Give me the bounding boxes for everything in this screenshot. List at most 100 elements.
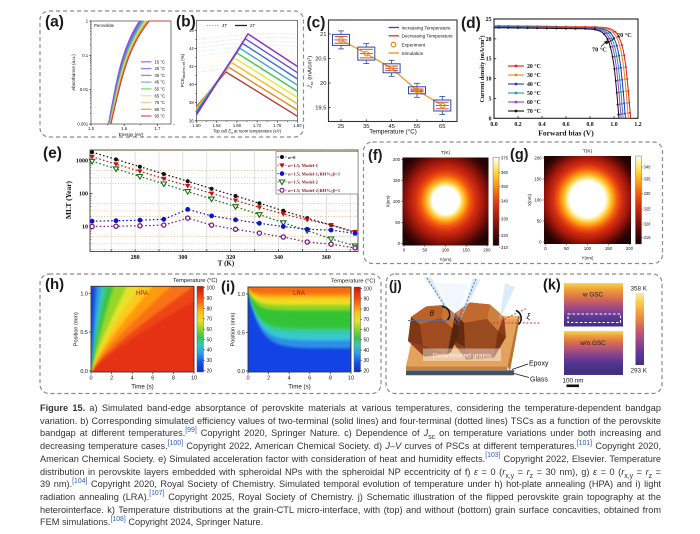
svg-text:0: 0 bbox=[489, 116, 492, 122]
svg-text:20: 20 bbox=[364, 368, 370, 374]
svg-text:X(nm): X(nm) bbox=[527, 193, 532, 205]
svg-text:30 °C: 30 °C bbox=[527, 72, 541, 79]
svg-text:280: 280 bbox=[131, 255, 140, 261]
svg-text:36: 36 bbox=[189, 118, 194, 123]
svg-text:1.80: 1.80 bbox=[293, 123, 302, 128]
svg-text:(e): (e) bbox=[43, 145, 62, 162]
svg-text:0.01: 0.01 bbox=[80, 87, 89, 92]
svg-text:α=0: α=0 bbox=[288, 155, 296, 160]
svg-text:1.0: 1.0 bbox=[610, 122, 617, 128]
svg-text:315: 315 bbox=[644, 235, 652, 240]
svg-text:40: 40 bbox=[189, 82, 194, 87]
svg-text:358 K: 358 K bbox=[631, 286, 648, 293]
svg-text:340: 340 bbox=[501, 199, 509, 204]
svg-text:55: 55 bbox=[414, 124, 420, 130]
svg-text:320: 320 bbox=[226, 255, 235, 261]
svg-text:90: 90 bbox=[207, 296, 213, 302]
svg-text:0.5: 0.5 bbox=[80, 330, 88, 336]
svg-text:50: 50 bbox=[564, 246, 569, 251]
svg-text:50: 50 bbox=[364, 338, 370, 344]
svg-text:0: 0 bbox=[544, 246, 547, 251]
svg-text:(h): (h) bbox=[45, 276, 64, 293]
svg-text:100: 100 bbox=[442, 248, 450, 253]
svg-text:25: 25 bbox=[338, 124, 344, 130]
svg-text:Energy (eV): Energy (eV) bbox=[119, 132, 144, 137]
svg-text:(j): (j) bbox=[389, 278, 402, 293]
svg-text:1.60: 1.60 bbox=[192, 123, 201, 128]
svg-text:65 °C: 65 °C bbox=[155, 93, 166, 98]
svg-text:45: 45 bbox=[388, 124, 394, 130]
svg-text:320: 320 bbox=[644, 222, 652, 227]
svg-text:Forward bias (V): Forward bias (V) bbox=[538, 129, 594, 138]
svg-text:85 °C: 85 °C bbox=[155, 107, 166, 112]
svg-text:375: 375 bbox=[501, 156, 509, 161]
svg-text:42: 42 bbox=[189, 64, 194, 69]
svg-text:10: 10 bbox=[348, 376, 354, 382]
svg-text:8: 8 bbox=[329, 376, 332, 382]
svg-text:35: 35 bbox=[363, 124, 369, 130]
svg-text:320: 320 bbox=[501, 233, 509, 238]
svg-text:25: 25 bbox=[486, 17, 492, 23]
svg-text:360: 360 bbox=[322, 255, 331, 261]
svg-text:Position (mm): Position (mm) bbox=[74, 312, 80, 346]
svg-text:Y(nm): Y(nm) bbox=[582, 256, 594, 261]
svg-text:20 °C: 20 °C bbox=[617, 32, 632, 39]
svg-text:α=1.5; Model-1;RH%;β=3: α=1.5; Model-1;RH%;β=3 bbox=[288, 171, 341, 176]
svg-text:15: 15 bbox=[486, 57, 492, 63]
svg-text:325: 325 bbox=[644, 207, 652, 212]
svg-text:200: 200 bbox=[626, 246, 634, 251]
svg-text:293 K: 293 K bbox=[631, 368, 648, 375]
svg-text:1000: 1000 bbox=[76, 159, 88, 165]
svg-text:330: 330 bbox=[501, 217, 509, 222]
svg-text:35 °C: 35 °C bbox=[155, 73, 166, 78]
svg-text:310: 310 bbox=[501, 245, 509, 250]
svg-text:340: 340 bbox=[274, 255, 283, 261]
svg-text:4: 4 bbox=[131, 376, 134, 382]
svg-text:α=1.5; Model-2: α=1.5; Model-2 bbox=[288, 180, 319, 185]
svg-text:75 °C: 75 °C bbox=[155, 100, 166, 105]
svg-text:50: 50 bbox=[395, 220, 400, 225]
svg-text:70 °C: 70 °C bbox=[592, 47, 607, 54]
svg-text:(k): (k) bbox=[543, 278, 561, 294]
svg-text:200: 200 bbox=[534, 156, 542, 161]
svg-text:19.5: 19.5 bbox=[315, 106, 326, 112]
svg-text:0.6: 0.6 bbox=[562, 122, 569, 128]
svg-text:200: 200 bbox=[393, 157, 401, 162]
svg-text:46: 46 bbox=[189, 28, 194, 33]
svg-text:1.68: 1.68 bbox=[233, 123, 242, 128]
svg-text:8: 8 bbox=[172, 376, 175, 382]
svg-text:1.76: 1.76 bbox=[273, 123, 282, 128]
svg-text:1.2: 1.2 bbox=[634, 122, 641, 128]
svg-text:10: 10 bbox=[191, 376, 197, 382]
svg-text:HPA: HPA bbox=[136, 291, 148, 297]
svg-text:0.0: 0.0 bbox=[490, 122, 497, 128]
svg-text:Glass: Glass bbox=[530, 377, 548, 384]
svg-text:T (K): T (K) bbox=[218, 260, 235, 268]
svg-text:0.0: 0.0 bbox=[237, 369, 245, 375]
svg-text:20: 20 bbox=[320, 81, 326, 87]
svg-text:Decreasing Temperature: Decreasing Temperature bbox=[402, 34, 454, 39]
svg-text:Temperature (°C): Temperature (°C) bbox=[331, 279, 376, 285]
svg-text:6: 6 bbox=[151, 376, 154, 382]
svg-text:5: 5 bbox=[489, 96, 492, 102]
svg-text:Position (mm): Position (mm) bbox=[231, 312, 237, 346]
svg-text:150: 150 bbox=[534, 177, 542, 182]
svg-text:55 °C: 55 °C bbox=[155, 87, 166, 92]
svg-text:100: 100 bbox=[364, 286, 373, 292]
svg-text:60: 60 bbox=[364, 327, 370, 333]
svg-text:38: 38 bbox=[189, 100, 194, 105]
svg-text:α=1.5; Model-2;RH%;β=3: α=1.5; Model-2;RH%;β=3 bbox=[288, 188, 341, 193]
svg-text:10: 10 bbox=[486, 77, 492, 83]
svg-text:70: 70 bbox=[207, 317, 213, 323]
svg-text:65: 65 bbox=[439, 124, 445, 130]
svg-text:44: 44 bbox=[189, 46, 194, 51]
svg-text:Jsc (mA/cm2): Jsc (mA/cm2) bbox=[306, 56, 314, 90]
svg-text:2: 2 bbox=[110, 376, 113, 382]
svg-text:25 °C: 25 °C bbox=[155, 66, 166, 71]
svg-text:100: 100 bbox=[393, 199, 401, 204]
svg-text:0: 0 bbox=[403, 248, 406, 253]
svg-text:(i): (i) bbox=[221, 279, 235, 296]
svg-text:20: 20 bbox=[207, 368, 213, 374]
svg-text:0.0: 0.0 bbox=[80, 369, 88, 375]
svg-text:(g): (g) bbox=[510, 147, 529, 163]
